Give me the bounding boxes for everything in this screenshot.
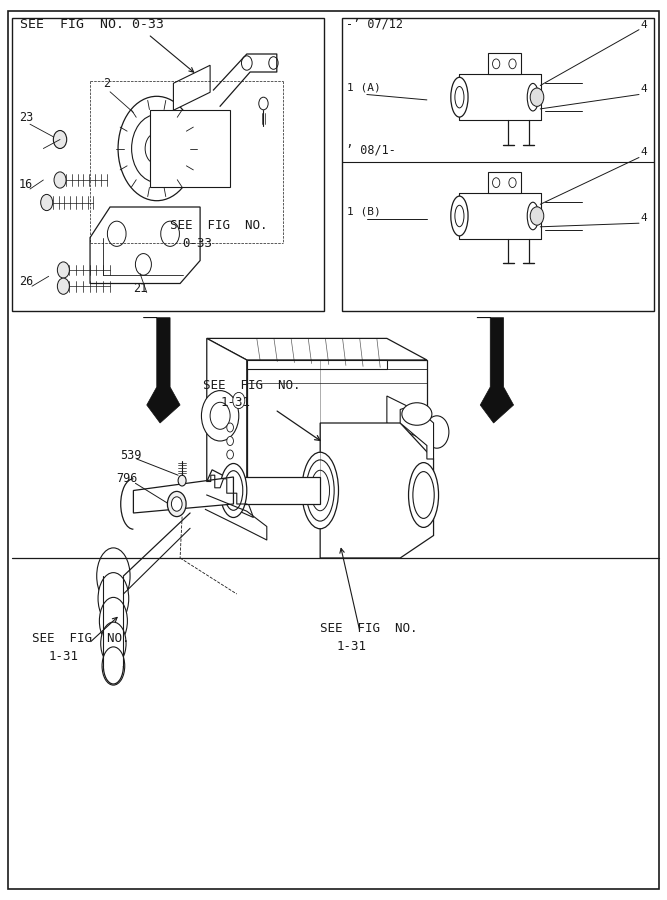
Ellipse shape [306, 460, 334, 521]
Text: 23: 23 [19, 112, 33, 124]
Polygon shape [207, 338, 247, 504]
Polygon shape [400, 405, 434, 459]
Polygon shape [247, 360, 387, 369]
Bar [12, 18, 324, 310]
Circle shape [269, 57, 278, 69]
Ellipse shape [220, 464, 247, 518]
Ellipse shape [451, 196, 468, 236]
Polygon shape [477, 318, 514, 423]
Circle shape [54, 172, 66, 188]
Circle shape [241, 56, 252, 70]
Text: 796: 796 [117, 472, 138, 485]
Circle shape [161, 221, 179, 247]
Polygon shape [387, 396, 440, 441]
Circle shape [530, 207, 544, 225]
Circle shape [492, 178, 500, 187]
Ellipse shape [451, 77, 468, 117]
Circle shape [167, 491, 186, 517]
Bar [342, 18, 654, 310]
Text: 4: 4 [640, 213, 647, 223]
Circle shape [53, 130, 67, 148]
Polygon shape [207, 482, 253, 517]
Ellipse shape [224, 471, 243, 510]
Text: SEE  FIG  NO.: SEE FIG NO. [170, 220, 267, 232]
Circle shape [509, 178, 516, 187]
Text: 2: 2 [103, 77, 111, 90]
Ellipse shape [97, 548, 130, 604]
Circle shape [57, 278, 69, 294]
Text: ’ 08/1-: ’ 08/1- [346, 144, 396, 157]
Ellipse shape [301, 452, 338, 529]
Circle shape [227, 450, 233, 459]
Text: 16: 16 [19, 178, 33, 191]
Circle shape [41, 194, 53, 211]
Polygon shape [320, 423, 434, 558]
Circle shape [201, 391, 239, 441]
Polygon shape [133, 477, 233, 513]
Circle shape [145, 133, 168, 164]
Ellipse shape [413, 472, 434, 518]
Polygon shape [173, 66, 210, 111]
Circle shape [135, 254, 151, 275]
Circle shape [492, 59, 500, 68]
Circle shape [259, 97, 268, 110]
Ellipse shape [101, 622, 126, 665]
Circle shape [509, 59, 516, 68]
Circle shape [425, 416, 449, 448]
Circle shape [227, 423, 233, 432]
Polygon shape [207, 338, 427, 360]
Text: 4: 4 [640, 84, 647, 94]
Polygon shape [488, 53, 521, 75]
Ellipse shape [408, 463, 439, 527]
Ellipse shape [102, 647, 125, 685]
Circle shape [57, 262, 69, 278]
Circle shape [227, 436, 233, 446]
Circle shape [107, 221, 126, 247]
Bar [460, 193, 541, 238]
Polygon shape [233, 477, 320, 504]
Circle shape [210, 402, 230, 429]
Polygon shape [488, 172, 521, 194]
Bar [150, 111, 230, 187]
Polygon shape [207, 470, 427, 500]
Polygon shape [247, 360, 427, 500]
Ellipse shape [99, 598, 127, 644]
Text: 1-31: 1-31 [48, 651, 78, 663]
Circle shape [118, 96, 195, 201]
Polygon shape [143, 318, 180, 423]
Circle shape [171, 497, 182, 511]
Text: 4: 4 [640, 147, 647, 157]
Polygon shape [90, 207, 200, 284]
Text: 1-31: 1-31 [336, 640, 366, 652]
Ellipse shape [98, 572, 129, 625]
Circle shape [530, 88, 544, 106]
Text: 21: 21 [133, 283, 147, 295]
Circle shape [131, 114, 182, 183]
Text: 0-33: 0-33 [182, 238, 212, 250]
Ellipse shape [527, 202, 538, 230]
Text: SEE  FIG  NO. 0-33: SEE FIG NO. 0-33 [20, 18, 164, 31]
Ellipse shape [455, 86, 464, 108]
Text: 1-31: 1-31 [220, 397, 250, 410]
Text: 4: 4 [640, 20, 647, 30]
Ellipse shape [311, 470, 329, 511]
Text: 539: 539 [120, 449, 141, 462]
Text: SEE  FIG  NO.: SEE FIG NO. [320, 622, 418, 634]
Text: SEE  FIG  NO.: SEE FIG NO. [203, 380, 301, 392]
Text: 26: 26 [19, 275, 33, 288]
Circle shape [233, 392, 245, 409]
Text: 1 (A): 1 (A) [347, 83, 381, 93]
Circle shape [178, 475, 186, 486]
Text: -’ 07/12: -’ 07/12 [346, 18, 402, 31]
Text: 1 (B): 1 (B) [347, 207, 381, 217]
Ellipse shape [455, 205, 464, 227]
Ellipse shape [527, 84, 538, 111]
Ellipse shape [402, 402, 432, 425]
Text: SEE  FIG  NO.: SEE FIG NO. [32, 633, 129, 645]
Bar [460, 74, 541, 120]
